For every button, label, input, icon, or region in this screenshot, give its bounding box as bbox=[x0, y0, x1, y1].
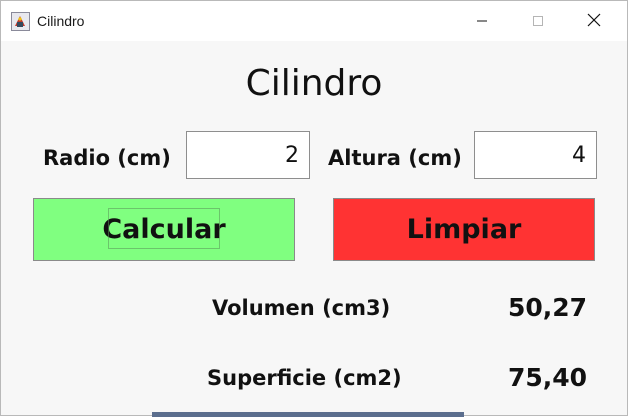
calcular-button-label: Calcular bbox=[102, 214, 226, 245]
radio-input[interactable] bbox=[186, 131, 310, 179]
superficie-label: Superficie (cm2) bbox=[207, 366, 402, 390]
java-app-icon bbox=[11, 12, 30, 31]
radio-label: Radio (cm) bbox=[43, 146, 171, 170]
minimize-icon bbox=[476, 12, 488, 31]
limpiar-button-label: Limpiar bbox=[406, 214, 522, 245]
superficie-value: 75,40 bbox=[508, 363, 588, 392]
volumen-value: 50,27 bbox=[508, 293, 588, 322]
minimize-button[interactable] bbox=[455, 1, 509, 41]
maximize-icon bbox=[532, 12, 544, 31]
altura-input[interactable] bbox=[474, 131, 597, 179]
taskbar-edge bbox=[152, 412, 464, 417]
altura-label: Altura (cm) bbox=[328, 146, 462, 170]
maximize-button[interactable] bbox=[511, 1, 565, 41]
limpiar-button[interactable]: Limpiar bbox=[333, 198, 595, 261]
close-button[interactable] bbox=[567, 1, 621, 41]
volumen-label: Volumen (cm3) bbox=[212, 296, 391, 320]
page-title: Cilindro bbox=[245, 63, 383, 104]
title-bar[interactable]: Cilindro bbox=[1, 1, 627, 41]
client-area: Cilindro Radio (cm) Altura (cm) Calcular… bbox=[1, 41, 627, 415]
calcular-button[interactable]: Calcular bbox=[33, 198, 295, 261]
window-title: Cilindro bbox=[37, 13, 85, 29]
close-icon bbox=[587, 12, 601, 31]
